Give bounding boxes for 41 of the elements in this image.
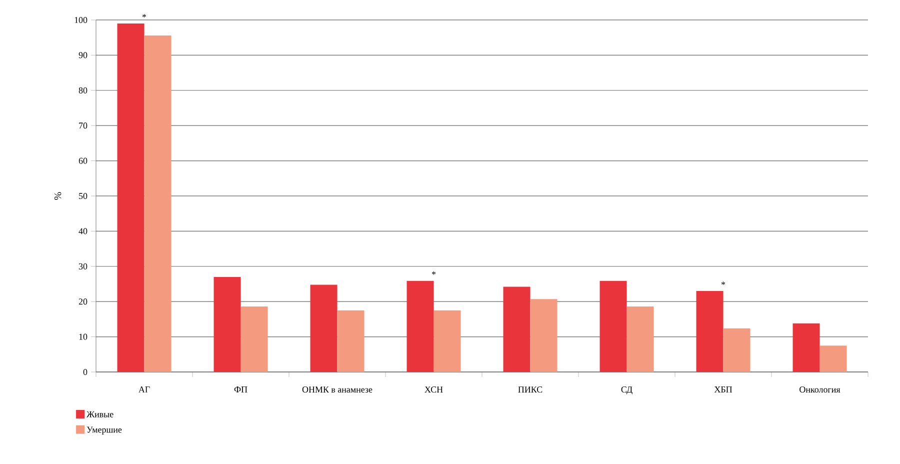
x-tick-label: Онкология: [800, 386, 840, 393]
x-tick-label: АГ: [138, 386, 150, 392]
bar: [503, 286, 530, 372]
x-tick-label: ПИКС: [518, 386, 542, 393]
y-tick-label: 70: [79, 122, 88, 129]
bar: [792, 323, 820, 372]
bar: [214, 276, 241, 372]
y-tick-label: 80: [78, 87, 88, 94]
bar: [626, 306, 654, 372]
x-tick-label: ФП: [234, 386, 248, 392]
y-tick-label: 50: [79, 192, 88, 200]
y-tick-label: 90: [78, 52, 88, 58]
legend-label: Живые: [86, 411, 114, 418]
annotation: *: [721, 282, 726, 285]
bar: [240, 306, 268, 372]
bar: [434, 310, 461, 372]
bar: [530, 299, 558, 372]
bar: [310, 284, 338, 372]
y-tick-label: 30: [78, 263, 88, 270]
annotation: *: [142, 14, 146, 18]
x-tick-label: СД: [621, 386, 632, 394]
x-tick-label: ХСН: [424, 386, 443, 393]
bar: [696, 291, 724, 372]
bar: [600, 280, 627, 372]
y-axis-title: %: [54, 192, 62, 200]
x-tick-label: ОНМК в анамнезе: [302, 386, 372, 393]
x-tick-label: ХБП: [714, 386, 732, 392]
y-tick-label: 0: [83, 368, 88, 376]
bar: [723, 328, 750, 372]
legend-label: Умершие: [86, 426, 122, 434]
y-tick-label: 60: [78, 158, 88, 164]
y-tick-label: 100: [74, 16, 88, 24]
y-tick-label: 20: [78, 298, 88, 305]
bar: [144, 35, 172, 372]
y-tick-label: 10: [79, 334, 88, 340]
bar: [406, 280, 434, 372]
bar: [820, 346, 847, 372]
y-tick-label: 40: [78, 228, 88, 234]
bar: [117, 24, 144, 372]
annotation: *: [432, 271, 436, 275]
bar: [337, 310, 364, 372]
